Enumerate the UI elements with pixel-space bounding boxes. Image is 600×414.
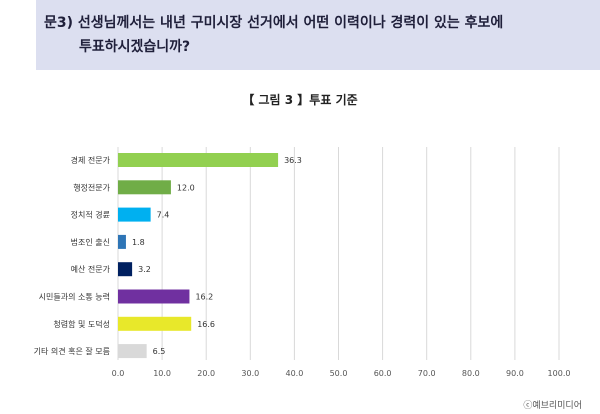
value-label: 7.4: [157, 211, 170, 220]
x-tick-label: 50.0: [330, 369, 348, 378]
x-tick-label: 10.0: [153, 369, 171, 378]
x-tick-label: 20.0: [197, 369, 215, 378]
bar: [118, 344, 147, 359]
credit-text: ⓒ예브리미디어: [523, 401, 582, 411]
question-line2: 투표하시겠습니까?: [79, 39, 191, 55]
value-label: 12.0: [177, 183, 195, 192]
category-label: 청렴함 및 도덕성: [53, 319, 110, 329]
value-label: 16.6: [197, 320, 215, 329]
value-label: 1.8: [132, 238, 145, 247]
x-tick-label: 60.0: [374, 369, 392, 378]
x-tick-label: 30.0: [241, 369, 259, 378]
x-tick-label: 90.0: [506, 369, 524, 378]
value-label: 36.3: [284, 156, 302, 165]
x-tick-label: 40.0: [285, 369, 303, 378]
category-label: 경제 전문가: [71, 155, 111, 165]
x-tick-label: 70.0: [418, 369, 436, 378]
question-box: 문3) 선생님께서는 내년 구미시장 선거에서 어떤 이력이나 경력이 있는 후…: [36, 0, 600, 70]
value-label: 16.2: [195, 293, 213, 302]
bar: [118, 234, 126, 249]
x-tick-label: 80.0: [462, 369, 480, 378]
value-label: 6.5: [153, 347, 166, 356]
bar: [118, 207, 151, 222]
bar: [118, 153, 279, 167]
question-line1: 선생님께서는 내년 구미시장 선거에서 어떤 이력이나 경력이 있는 후보에: [77, 15, 504, 31]
x-tick-label: 0.0: [112, 369, 125, 378]
chart-title: 【 그림 3 】투표 기준: [242, 93, 358, 107]
question-text: 문3) 선생님께서는 내년 구미시장 선거에서 어떤 이력이나 경력이 있는 후…: [44, 11, 592, 59]
bar: [118, 262, 133, 277]
value-label: 3.2: [138, 265, 151, 274]
bar: [118, 316, 192, 331]
category-label: 법조인 출신: [71, 237, 110, 247]
x-tick-label: 100.0: [548, 369, 571, 378]
category-label: 행정전문가: [73, 182, 110, 192]
category-label: 예산 전문가: [71, 264, 111, 274]
bar: [118, 289, 190, 304]
category-label: 정치적 경륜: [71, 210, 110, 220]
category-label: 시민들과의 소통 능력: [39, 292, 110, 302]
bar: [118, 180, 171, 195]
question-prefix: 문3): [44, 15, 74, 31]
category-label: 기타 의견 혹은 잘 모름: [34, 346, 110, 356]
